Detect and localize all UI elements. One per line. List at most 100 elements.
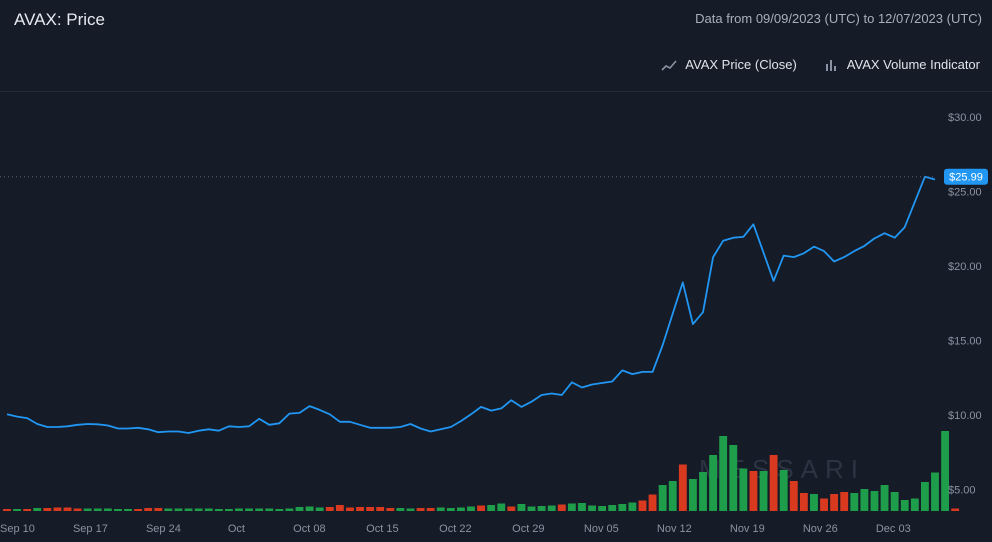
volume-bar [699, 472, 707, 511]
volume-bar [487, 505, 496, 511]
volume-bar [134, 509, 143, 511]
x-tick-label: Nov 12 [657, 523, 692, 535]
y-tick-label: $15.00 [948, 336, 982, 348]
x-tick-label: Nov 26 [803, 523, 838, 535]
header-divider [0, 91, 992, 92]
volume-bar [194, 508, 203, 511]
volume-bar [3, 509, 11, 511]
volume-bar [648, 494, 657, 511]
volume-bar [456, 507, 465, 511]
x-tick-label: Sep 17 [73, 523, 108, 535]
volume-bar [688, 479, 697, 511]
volume-bar [799, 493, 808, 511]
price-series-line [6, 175, 936, 434]
bar-chart-icon [825, 59, 836, 71]
legend-volume-label: AVAX Volume Indicator [846, 57, 980, 72]
x-tick-label: Oct 08 [293, 523, 325, 535]
last-value-badge [944, 168, 988, 185]
volume-bar [840, 492, 849, 511]
x-tick-label: Nov 05 [584, 523, 619, 535]
x-tick-label: Oct 29 [512, 523, 544, 535]
volume-bar [779, 470, 788, 511]
legend-price-label: AVAX Price (Close) [685, 57, 797, 72]
volume-bar [265, 508, 274, 511]
volume-bar [678, 464, 687, 511]
volume-bar [507, 506, 516, 511]
x-tick-label: Sep 24 [146, 523, 181, 535]
y-tick-label: $25.00 [948, 186, 982, 198]
x-tick-label: Oct 15 [366, 523, 398, 535]
volume-bar [608, 505, 617, 511]
price-chart[interactable]: MESSARI $5.00$10.00$15.00$20.00$25.00$30… [0, 92, 992, 542]
volume-bar [285, 508, 294, 511]
chart-title: AVAX: Price [14, 10, 106, 29]
last-value-label: $25.99 [949, 172, 983, 184]
volume-bar [830, 494, 839, 511]
volume-bar [436, 507, 445, 511]
volume-bar [709, 455, 718, 511]
y-tick-label: $30.00 [948, 112, 982, 124]
volume-bar [910, 498, 919, 511]
volume-bar [154, 508, 163, 511]
volume-bar [920, 482, 929, 511]
volume-bar [668, 481, 677, 511]
volume-bar [477, 505, 486, 511]
volume-bar [557, 504, 566, 511]
volume-bar [103, 508, 112, 511]
volume-bar [63, 507, 72, 511]
volume-bar [224, 509, 233, 511]
volume-bar [255, 508, 264, 511]
volume-bar [860, 489, 869, 511]
volume-bar [305, 506, 314, 511]
volume-bar [739, 468, 748, 511]
volume-bar [941, 431, 950, 511]
volume-bar [769, 455, 778, 511]
x-tick-label: Dec 03 [876, 523, 911, 535]
volume-bar [13, 509, 22, 511]
volume-bar [446, 508, 455, 511]
volume-bar [33, 508, 42, 511]
volume-bar [578, 503, 586, 511]
volume-bar [749, 471, 758, 511]
volume-bar [366, 507, 375, 511]
volume-bar [467, 506, 475, 511]
x-tick-label: Oct [228, 523, 245, 535]
volume-bar [880, 485, 889, 511]
volume-bar [235, 508, 243, 511]
volume-bar [396, 508, 405, 511]
legend-item-volume[interactable]: AVAX Volume Indicator [823, 57, 980, 72]
volume-bar [588, 505, 596, 511]
volume-bar [73, 508, 82, 511]
volume-bar [83, 508, 92, 511]
volume-bar [406, 508, 415, 511]
volume-bar [295, 507, 304, 511]
volume-bar [789, 481, 798, 511]
volume-bar [527, 506, 536, 511]
volume-bar [356, 507, 364, 511]
volume-bar [93, 508, 102, 511]
volume-bar [53, 507, 62, 511]
x-tick-label: Nov 19 [730, 523, 765, 535]
volume-bar [628, 502, 637, 511]
volume-bar [184, 508, 193, 511]
volume-bar [870, 491, 879, 511]
volume-bar [245, 508, 254, 511]
volume-bar [386, 508, 395, 511]
volume-bar [729, 445, 738, 511]
volume-bar [820, 498, 828, 511]
y-tick-label: $5.00 [948, 485, 976, 497]
date-range-text: Data from 09/09/2023 (UTC) to 12/07/2023… [695, 11, 982, 26]
volume-bar [931, 472, 939, 511]
volume-bar [638, 500, 647, 511]
volume-bar [497, 503, 506, 511]
volume-bar [567, 503, 576, 511]
legend-item-price[interactable]: AVAX Price (Close) [661, 57, 797, 72]
volume-bar [850, 493, 859, 511]
volume-bar [315, 507, 324, 511]
volume-bar [114, 509, 122, 511]
chart-legend: AVAX Price (Close) AVAX Volume Indicator [661, 57, 980, 72]
volume-bar [346, 507, 354, 511]
volume-bar [618, 504, 627, 511]
volume-bar [951, 508, 960, 511]
y-tick-label: $10.00 [948, 410, 982, 422]
